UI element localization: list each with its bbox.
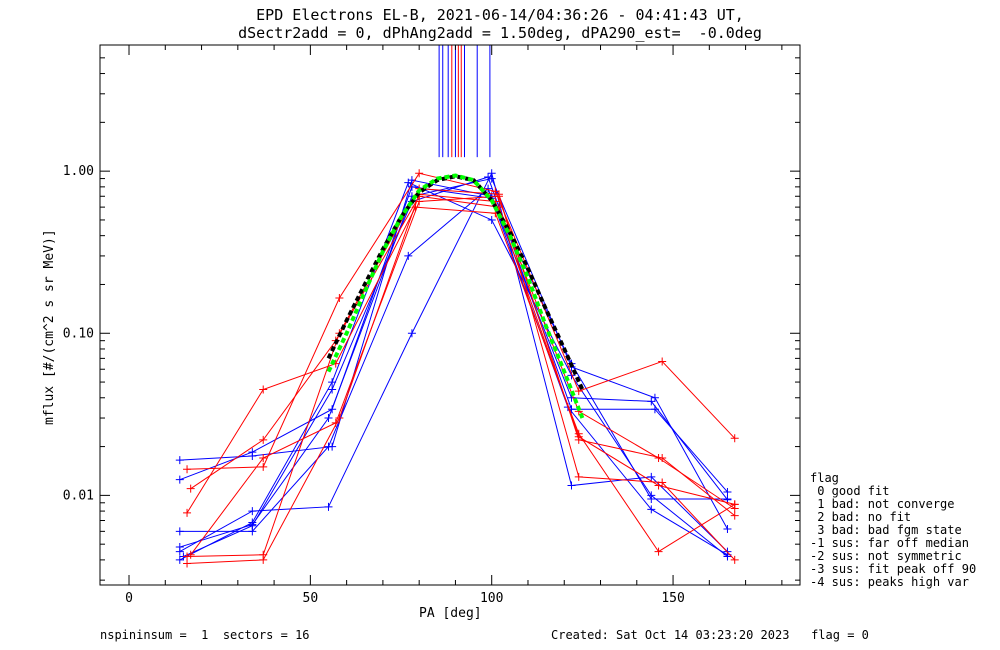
data-point	[259, 385, 268, 394]
data-point	[331, 418, 340, 427]
series-line	[186, 206, 735, 553]
data-point	[175, 456, 184, 465]
data-point	[259, 435, 268, 444]
data-point	[404, 178, 413, 187]
axes: 0 50 100 150 0.01 0.10 1.00	[63, 44, 800, 606]
data-point	[248, 507, 257, 516]
data-point	[259, 555, 268, 564]
data-point	[574, 472, 583, 481]
series-line	[179, 179, 728, 500]
data-point	[654, 481, 663, 490]
data-point	[324, 502, 333, 511]
data-point	[487, 215, 496, 224]
series-line	[179, 186, 728, 501]
data-point	[723, 487, 732, 496]
fit-curves	[326, 173, 585, 419]
data-point	[328, 385, 337, 394]
data-point	[248, 448, 257, 457]
data-point	[415, 197, 424, 206]
data-point	[335, 414, 344, 423]
vertical-markers	[438, 45, 491, 158]
series-line	[179, 177, 728, 548]
data-point	[259, 462, 268, 471]
plot-frame	[99, 44, 801, 586]
data-point	[175, 475, 184, 484]
data-point	[183, 508, 192, 517]
data-point	[415, 169, 424, 178]
data-point	[183, 552, 192, 561]
y-tick-label: 0.10	[63, 326, 94, 341]
series-line	[187, 188, 736, 561]
series-line	[179, 187, 728, 556]
data-point	[259, 454, 268, 463]
data-point	[730, 500, 739, 509]
fit-curve-green	[326, 173, 585, 419]
data-point	[647, 491, 656, 500]
chart-subtitle: dSectr2add = 0, dPhAng2add = 1.50deg, dP…	[238, 24, 762, 42]
series-line	[179, 171, 728, 553]
legend-entry: -1 sus: far off median	[810, 536, 969, 550]
legend-entry: 2 bad: no fit	[810, 510, 912, 524]
data-point	[175, 543, 184, 552]
data-point	[723, 552, 732, 561]
data-point	[484, 173, 493, 182]
data-point	[324, 414, 333, 423]
data-point	[324, 442, 333, 451]
data-point	[650, 405, 659, 414]
data-series	[175, 169, 739, 568]
legend-entry: flag	[810, 471, 839, 485]
data-point	[175, 527, 184, 536]
data-point	[574, 435, 583, 444]
y-axis-label: mflux [#/(cm^2 s sr MeV)]	[42, 229, 57, 425]
data-point	[730, 434, 739, 443]
data-point	[186, 484, 195, 493]
legend-entry: -2 sus: not symmetric	[810, 549, 962, 563]
data-point	[407, 329, 416, 338]
data-point	[658, 454, 667, 463]
data-point	[654, 547, 663, 556]
series-line	[190, 195, 736, 556]
data-point	[567, 481, 576, 490]
flag-legend: flag 0 good fit 1 bad: not converge 2 ba…	[810, 472, 976, 589]
data-point	[183, 465, 192, 474]
data-point	[404, 251, 413, 260]
legend-entry: 0 good fit	[810, 484, 890, 498]
series-line	[187, 172, 736, 470]
legend-entry: 3 bad: bad fgm state	[810, 523, 962, 537]
data-point	[730, 511, 739, 520]
y-tick-label: 0.01	[63, 488, 94, 503]
data-point	[723, 525, 732, 534]
x-tick-label: 0	[125, 591, 133, 606]
series-line	[190, 195, 735, 509]
data-point	[650, 393, 659, 402]
footer-right: Created: Sat Oct 14 03:23:20 2023 flag =…	[551, 628, 869, 642]
x-tick-label: 50	[303, 591, 319, 606]
series-line	[183, 176, 728, 557]
data-point	[730, 555, 739, 564]
series-line	[179, 181, 728, 561]
data-point	[175, 555, 184, 564]
data-point	[494, 192, 503, 201]
data-point	[248, 521, 257, 530]
data-point	[186, 550, 195, 559]
x-tick-label: 150	[661, 591, 684, 606]
data-point	[574, 387, 583, 396]
fit-curve-black	[326, 174, 585, 391]
x-axis-label: PA [deg]	[419, 606, 482, 621]
legend-entry: 1 bad: not converge	[810, 497, 955, 511]
y-tick-label: 1.00	[63, 164, 94, 179]
chart-title: EPD Electrons EL-B, 2021-06-14/04:36:26 …	[256, 6, 744, 24]
data-point	[658, 357, 667, 366]
data-point	[647, 397, 656, 406]
data-point	[183, 559, 192, 568]
x-tick-label: 100	[480, 591, 503, 606]
footer-left: nspininsum = 1 sectors = 16	[100, 628, 310, 642]
data-point	[335, 294, 344, 303]
data-point	[647, 472, 656, 481]
series-line	[187, 193, 735, 564]
legend-entry: -3 sus: fit peak off 90	[810, 562, 977, 576]
legend-entry: -4 sus: peaks high var	[810, 575, 969, 589]
data-point	[647, 505, 656, 514]
